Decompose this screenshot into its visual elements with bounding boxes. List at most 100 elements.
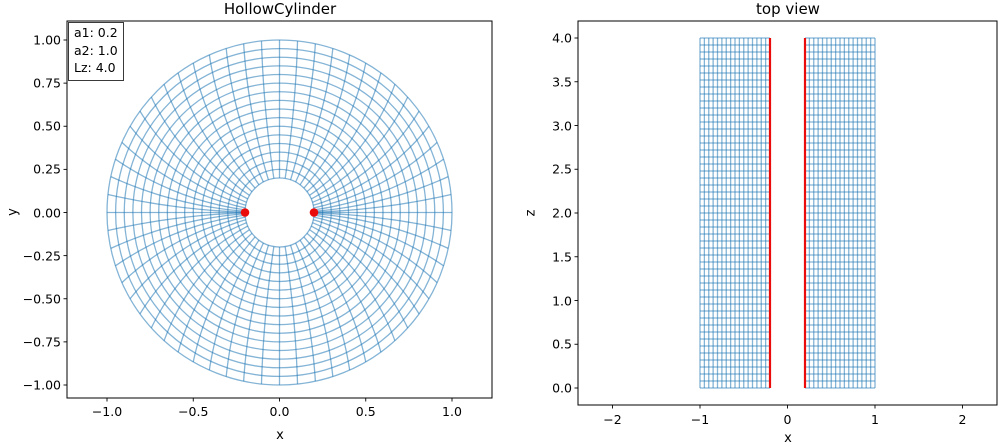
mesh-spoke bbox=[284, 40, 299, 179]
right-z-tick-label: 3.0 bbox=[552, 118, 572, 133]
mesh-spoke bbox=[284, 246, 299, 385]
left-y-tick-label: −0.50 bbox=[22, 291, 61, 307]
right-z-tick-label: 0.5 bbox=[552, 336, 572, 352]
left-yaxis-label: y bbox=[5, 208, 21, 216]
right-x-tick-label: −1 bbox=[690, 412, 710, 427]
mesh-spoke bbox=[121, 141, 246, 209]
right-yaxis-label: z bbox=[523, 209, 539, 217]
right-x-tick-label: 0 bbox=[783, 412, 792, 427]
right-x-tick-label: 2 bbox=[958, 412, 967, 427]
left-x-tick-label: 1.0 bbox=[442, 404, 462, 419]
mesh-spoke bbox=[313, 219, 430, 300]
mesh-spoke bbox=[242, 43, 270, 181]
mesh-spoke bbox=[306, 72, 382, 193]
mesh-spoke bbox=[303, 62, 367, 189]
mesh-spoke bbox=[208, 54, 260, 186]
right-z-tick-label: 3.5 bbox=[552, 74, 572, 90]
mesh-spoke bbox=[163, 229, 250, 341]
left-x-tick-label: 0.0 bbox=[269, 404, 290, 419]
mesh-spoke bbox=[312, 222, 420, 315]
mesh-spoke bbox=[260, 246, 275, 385]
mesh-spoke bbox=[299, 54, 351, 186]
right-z-tick-label: 2.5 bbox=[552, 161, 572, 177]
mesh-spoke bbox=[129, 219, 246, 300]
right-plot-title: top view bbox=[756, 0, 820, 18]
mesh-spoke bbox=[260, 40, 275, 179]
right-z-tick-label: 2.0 bbox=[552, 205, 572, 221]
mesh-spoke bbox=[313, 212, 452, 232]
mesh-spoke bbox=[299, 239, 351, 371]
mesh-spoke bbox=[121, 216, 246, 284]
left-y-tick-label: 0.75 bbox=[33, 75, 61, 91]
mesh-spoke bbox=[225, 48, 264, 183]
mesh-ring bbox=[235, 168, 324, 257]
left-x-tick-label: −1.0 bbox=[91, 404, 123, 419]
left-y-tick-label: −0.25 bbox=[22, 248, 61, 264]
mesh-spoke bbox=[312, 110, 420, 203]
left-plot-title: HollowCylinder bbox=[223, 0, 337, 18]
mesh-spoke bbox=[313, 176, 449, 212]
mesh-spoke bbox=[225, 242, 264, 377]
left-xaxis-label: x bbox=[276, 428, 284, 443]
mesh-spoke bbox=[139, 222, 247, 315]
mesh-spoke bbox=[208, 239, 260, 371]
mesh-spoke bbox=[295, 242, 334, 377]
right-x-tick-label: −2 bbox=[603, 412, 622, 427]
mesh-spoke bbox=[139, 110, 247, 203]
mesh-spoke bbox=[107, 193, 246, 213]
mesh-spoke bbox=[309, 229, 396, 341]
right-z-tick-label: 0.0 bbox=[552, 380, 572, 396]
inner-radius-marker bbox=[240, 208, 250, 217]
left-x-tick-label: 0.5 bbox=[355, 404, 376, 419]
mesh-spoke bbox=[107, 212, 246, 232]
mesh-spoke bbox=[242, 244, 270, 382]
mesh-spoke bbox=[177, 72, 253, 193]
right-xaxis-label: x bbox=[784, 431, 792, 446]
mesh-spoke bbox=[192, 236, 256, 363]
right-z-tick-label: 4.0 bbox=[552, 30, 572, 46]
mesh-spoke bbox=[303, 236, 367, 363]
mesh-spoke bbox=[313, 141, 438, 209]
mesh-spoke bbox=[295, 48, 334, 183]
left-y-tick-label: 0.00 bbox=[33, 205, 61, 220]
mesh-spoke bbox=[115, 158, 246, 211]
mesh-spoke bbox=[192, 62, 256, 189]
mesh-spoke bbox=[310, 225, 409, 329]
annotation-line-a2: a2: 1.0 bbox=[74, 42, 118, 58]
mesh-spoke bbox=[129, 125, 246, 206]
mesh-spoke bbox=[115, 214, 246, 267]
mesh-spoke bbox=[289, 244, 317, 382]
mesh-spoke bbox=[289, 43, 317, 181]
mesh-spoke bbox=[110, 213, 246, 249]
mesh-spoke bbox=[177, 232, 253, 353]
right-z-tick-label: 1.0 bbox=[552, 293, 572, 308]
mesh-spoke bbox=[150, 96, 249, 200]
left-y-tick-label: 0.50 bbox=[33, 118, 61, 134]
mesh-spoke bbox=[150, 225, 249, 329]
annotation-line-lz: Lz: 4.0 bbox=[74, 60, 116, 75]
mesh-spoke bbox=[313, 216, 438, 284]
mesh-spoke bbox=[313, 213, 449, 249]
left-y-tick-label: 0.25 bbox=[33, 161, 61, 177]
mesh-spoke bbox=[309, 84, 396, 196]
left-y-tick-label: −1.00 bbox=[22, 377, 61, 393]
inner-radius-marker bbox=[309, 208, 319, 217]
annotation-line-a1: a1: 0.2 bbox=[74, 25, 118, 40]
mesh-spoke bbox=[163, 84, 250, 196]
mesh-spoke bbox=[313, 158, 444, 211]
mesh-spoke bbox=[310, 96, 409, 200]
left-x-tick-label: −0.5 bbox=[178, 404, 209, 419]
mesh-spoke bbox=[313, 193, 452, 213]
left-y-tick-label: 1.00 bbox=[33, 32, 61, 48]
mesh-spoke bbox=[313, 125, 430, 206]
right-x-tick-label: 1 bbox=[871, 412, 879, 427]
mesh-ring bbox=[244, 177, 315, 248]
right-axes-spine bbox=[577, 20, 998, 406]
mesh-spoke bbox=[313, 214, 444, 267]
left-y-tick-label: −0.75 bbox=[22, 334, 61, 350]
parameter-annotation-box: a1: 0.2 a2: 1.0 Lz: 4.0 bbox=[68, 22, 124, 81]
mesh-spoke bbox=[306, 232, 382, 353]
right-z-tick-label: 1.5 bbox=[552, 249, 572, 265]
